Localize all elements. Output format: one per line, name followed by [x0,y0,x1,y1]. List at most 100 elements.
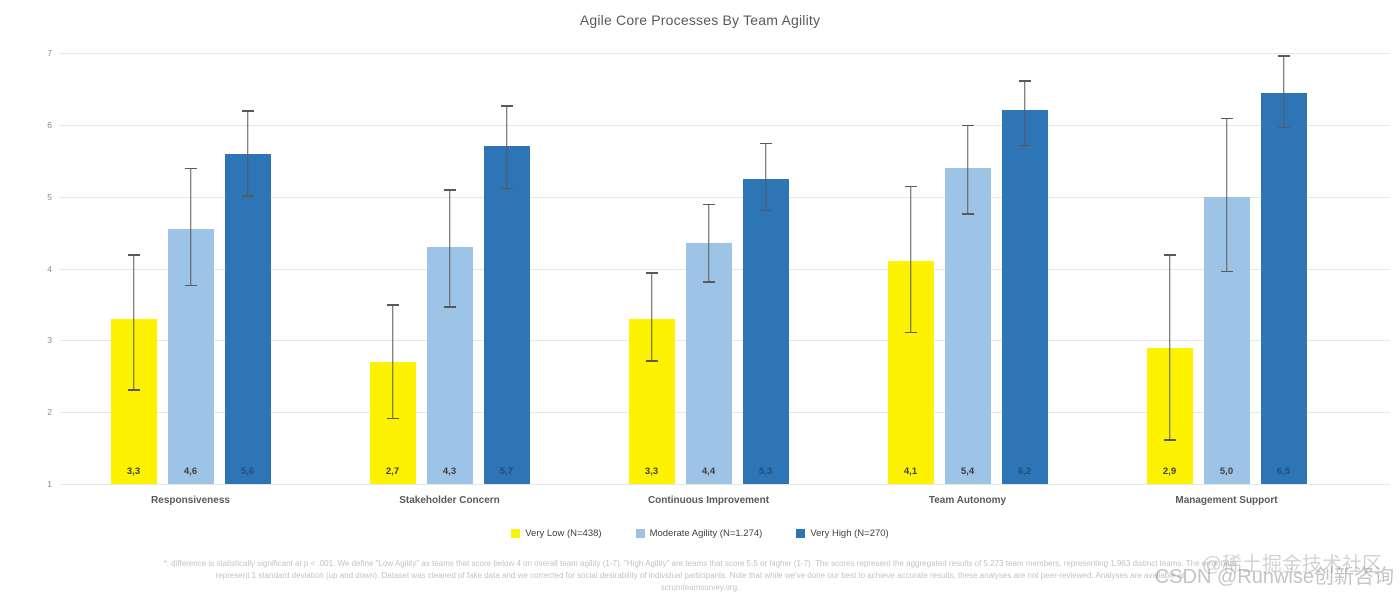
error-bar-stem [966,124,969,215]
bar-s3-c2 [483,146,530,484]
bar-s3-c3 [742,178,789,484]
error-bar-cap-bottom [1163,439,1176,441]
bar-value-label-s2-c1: 4,6 [183,466,198,477]
bar-s3-c4 [1001,110,1048,484]
bar-value-label-s2-c5: 5,0 [1219,466,1234,477]
error-bar-stem [189,167,192,287]
error-bar-cap-bottom [702,281,715,283]
error-bar-stem [505,105,508,190]
error-bar-stem [1023,80,1026,147]
bar-value-label-s2-c2: 4,3 [442,466,457,477]
error-bar-stem [1282,55,1285,129]
bar-s2-c4 [944,167,991,484]
error-bar-cap-top [241,110,254,112]
error-bar-cap-top [961,124,974,127]
gridline-y-6 [60,124,1390,126]
legend-label: Moderate Agility (N=1.274) [649,528,763,539]
error-bar-stem [909,185,912,334]
error-bar-s1-c5 [1163,254,1176,441]
gridline-y-5 [60,196,1390,198]
bar-s3-c1 [224,153,271,484]
error-bar-s1-c3 [645,272,658,362]
error-bar-cap-top [702,203,715,206]
bar-value-label-s1-c4: 4,1 [903,466,918,477]
error-bar-s1-c1 [127,254,140,391]
error-bar-cap-top [127,254,140,256]
footnote-line-1: *: difference is statistically significa… [163,559,1237,568]
legend: Very Low (N=438) Moderate Agility (N=1.27… [0,528,1400,539]
legend-item-3: Very High (N=270) [796,528,889,539]
error-bar-cap-top [500,105,513,107]
chart-title: Agile Core Processes By Team Agility [579,12,821,28]
category-label-2: Stakeholder Concern [399,495,500,506]
error-bar-cap-top [184,167,197,170]
y-axis-tick-3: 3 [47,335,52,346]
error-bar-stem [246,110,249,197]
error-bar-cap-top [1277,55,1290,57]
error-bar-stem [707,203,710,283]
error-bar-cap-top [1163,254,1176,256]
bar-s3-c5 [1260,92,1307,484]
error-bar-cap-bottom [759,209,772,212]
y-axis-tick-1: 1 [47,479,52,489]
gridline-y-1 [60,484,1390,485]
error-bar-cap-top [1018,80,1031,82]
error-bar-s3-c1 [241,110,254,197]
y-axis-tick-4: 4 [47,263,52,274]
category-label-5: Management Support [1175,495,1278,506]
error-bar-cap-bottom [1018,144,1031,147]
category-label-3: Continuous Improvement [647,495,770,506]
error-bar-s2-c4 [961,124,974,215]
error-bar-cap-bottom [961,213,974,215]
bar-value-label-s3-c2: 5,7 [499,466,514,477]
error-bar-cap-bottom [904,331,917,334]
y-axis-tick-6: 6 [47,119,52,130]
error-bar-cap-top [443,189,456,191]
footnote-line-2: represent 1 standard deviation (up and d… [215,571,1185,580]
error-bar-stem [1168,254,1171,441]
error-bar-s3-c2 [500,105,513,190]
bar-value-label-s1-c3: 3,3 [644,466,659,477]
error-bar-cap-bottom [386,417,399,420]
bar-value-label-s2-c4: 5,4 [960,466,975,477]
error-bar-s2-c2 [443,189,456,308]
error-bar-cap-top [645,272,658,274]
error-bar-cap-bottom [1220,270,1233,273]
error-bar-stem [132,254,135,391]
error-bar-stem [448,189,451,308]
error-bar-cap-bottom [1277,126,1290,129]
legend-item-2: Moderate Agility (N=1.274) [635,528,763,539]
error-bar-s2-c1 [184,167,197,287]
bar-value-label-s3-c5: 6,5 [1276,466,1291,477]
legend-item-1: Very Low (N=438) [511,528,602,539]
error-bar-cap-top [1220,117,1233,120]
error-bar-cap-bottom [500,187,513,190]
error-bar-cap-top [386,304,399,306]
y-axis-tick-5: 5 [47,191,52,202]
error-bar-s3-c5 [1277,55,1290,129]
legend-swatch-icon [796,529,806,538]
gridline-y-7 [60,53,1390,54]
error-bar-stem [650,272,653,362]
legend-swatch-icon [635,529,645,538]
error-bar-cap-top [759,142,772,145]
bar-value-label-s1-c1: 3,3 [126,466,141,477]
error-bar-stem [391,304,394,420]
error-bar-cap-bottom [127,389,140,391]
error-bar-stem [764,142,767,212]
error-bar-s2-c3 [702,203,715,283]
error-bar-s1-c2 [386,304,399,420]
category-label-4: Team Autonomy [928,495,1007,506]
legend-label: Very High (N=270) [810,528,889,539]
bar-value-label-s3-c4: 6,2 [1017,466,1032,477]
error-bar-cap-bottom [645,360,658,362]
y-axis-tick-2: 2 [47,407,52,418]
error-bar-s1-c4 [904,185,917,334]
legend-label: Very Low (N=438) [525,528,602,539]
error-bar-cap-bottom [443,306,456,308]
error-bar-cap-bottom [184,284,197,287]
error-bar-s3-c4 [1018,80,1031,147]
bar-value-label-s3-c1: 5,6 [240,466,255,477]
y-axis-tick-7: 7 [47,48,52,58]
